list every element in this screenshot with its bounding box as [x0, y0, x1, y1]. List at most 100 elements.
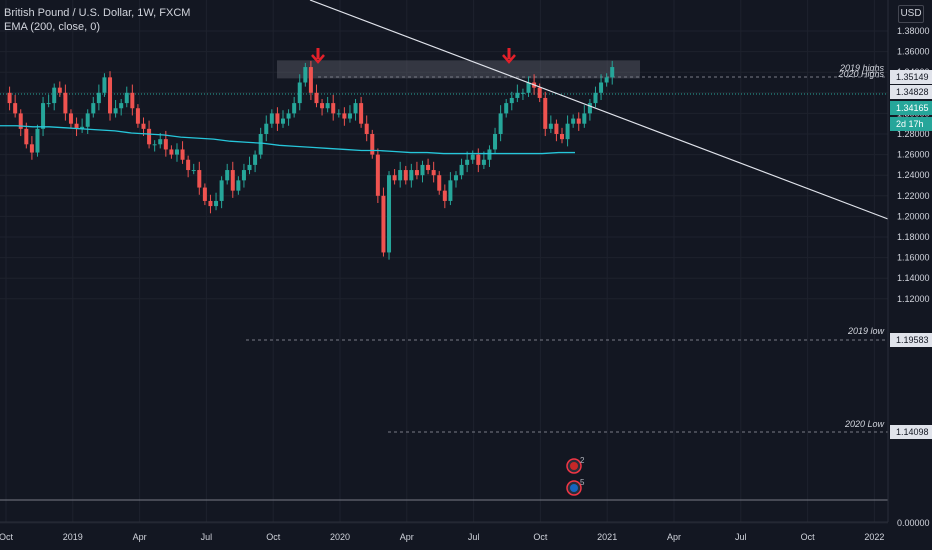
event-count: 2 [580, 456, 585, 465]
candle [102, 73, 107, 97]
time-tick: Jul [201, 532, 213, 542]
currency-button[interactable]: USD [898, 5, 924, 23]
candle [113, 100, 118, 118]
candle-body [403, 170, 408, 181]
candle-body [493, 134, 498, 150]
descending-trendline[interactable] [309, 0, 889, 220]
time-tick: Oct [533, 532, 548, 542]
price-axis[interactable]: 1.380001.360001.340001.320001.300001.280… [887, 0, 932, 528]
candle [230, 161, 235, 198]
event-markers[interactable]: 25 [566, 456, 585, 496]
candle-body [560, 134, 564, 140]
time-tick: 2020 [330, 532, 350, 542]
candle [303, 62, 308, 87]
flag-uk-icon [570, 462, 578, 470]
price-label[interactable]: 2d 17h [896, 119, 924, 129]
candle-body [18, 113, 23, 129]
candle [7, 86, 12, 111]
price-label[interactable]: 1.14098 [896, 427, 929, 437]
candle [174, 143, 179, 162]
price-label[interactable]: 1.35149 [896, 72, 929, 82]
time-tick: Jul [468, 532, 480, 542]
candle-body [147, 128, 152, 145]
candle [119, 98, 124, 116]
price-label-bg [890, 101, 932, 115]
candle [565, 115, 570, 147]
event-uk-icon[interactable]: 2 [566, 456, 585, 474]
candle-body [230, 170, 235, 191]
candle [236, 176, 241, 195]
candle [18, 109, 23, 137]
candle [426, 158, 431, 175]
candle [554, 119, 559, 142]
candle [158, 132, 163, 149]
price-label[interactable]: 1.34165 [896, 103, 929, 113]
candle-body [426, 164, 431, 171]
flag-us-icon [570, 484, 578, 492]
candle-body [565, 123, 570, 140]
price-tick: 1.12000 [897, 294, 930, 304]
time-tick: Oct [0, 532, 13, 542]
price-tick: 0.00000 [897, 518, 930, 528]
candle [403, 165, 408, 185]
candle [543, 91, 548, 137]
candle [448, 172, 453, 206]
time-axis[interactable]: Oct 2019 Apr Jul Oct 2020 Apr Jul Oct 2021 Apr Jul O… [0, 521, 888, 542]
candle [548, 115, 553, 133]
candle-body [543, 97, 548, 129]
candle-body [487, 149, 492, 160]
candle [476, 148, 481, 173]
annotation-2: 2019 low [847, 326, 885, 336]
candle [180, 141, 185, 164]
candle-body [548, 123, 553, 129]
candle-body [515, 92, 520, 98]
candle [582, 105, 587, 128]
price-label-bg [890, 425, 932, 439]
candle-body [470, 154, 475, 160]
candle-body [214, 200, 219, 207]
candle [124, 86, 129, 108]
candle-body [599, 82, 604, 93]
candle-body [158, 139, 163, 145]
candle-body [370, 134, 375, 155]
price-label-bg [890, 117, 932, 131]
candle-body [381, 195, 386, 253]
candle [571, 114, 576, 128]
candle [347, 105, 352, 123]
candle-body [124, 92, 129, 104]
indicator-label[interactable]: EMA (200, close, 0) [4, 21, 100, 33]
candle [437, 171, 442, 195]
event-us-icon[interactable]: 5 [566, 478, 585, 496]
candle [359, 96, 364, 128]
price-label[interactable]: 1.19583 [896, 335, 929, 345]
trendline[interactable] [309, 0, 889, 220]
candle [96, 84, 101, 111]
candle [459, 158, 464, 180]
candle-body [554, 123, 559, 134]
price-label-bg [890, 85, 932, 99]
candle-body [342, 113, 347, 119]
candle [420, 160, 425, 183]
candle [80, 118, 85, 133]
candle-body [163, 139, 168, 150]
candle-body [219, 180, 224, 201]
candle-body [247, 164, 252, 171]
candle [487, 145, 492, 167]
candle [214, 192, 219, 211]
candle-body [571, 118, 576, 124]
candle [135, 104, 140, 128]
candle [604, 73, 609, 87]
symbol-title[interactable]: British Pound / U.S. Dollar, 1W, FXCM [4, 7, 191, 19]
candle [409, 163, 414, 188]
candle [85, 109, 90, 134]
price-label[interactable]: 1.34828 [896, 87, 929, 97]
candle-body [420, 164, 425, 176]
candle [264, 115, 269, 142]
candle-body [481, 159, 486, 165]
candle [515, 84, 520, 103]
candle-body [347, 113, 352, 119]
candle [247, 156, 252, 175]
candle [241, 163, 246, 188]
candle-body [375, 154, 380, 196]
